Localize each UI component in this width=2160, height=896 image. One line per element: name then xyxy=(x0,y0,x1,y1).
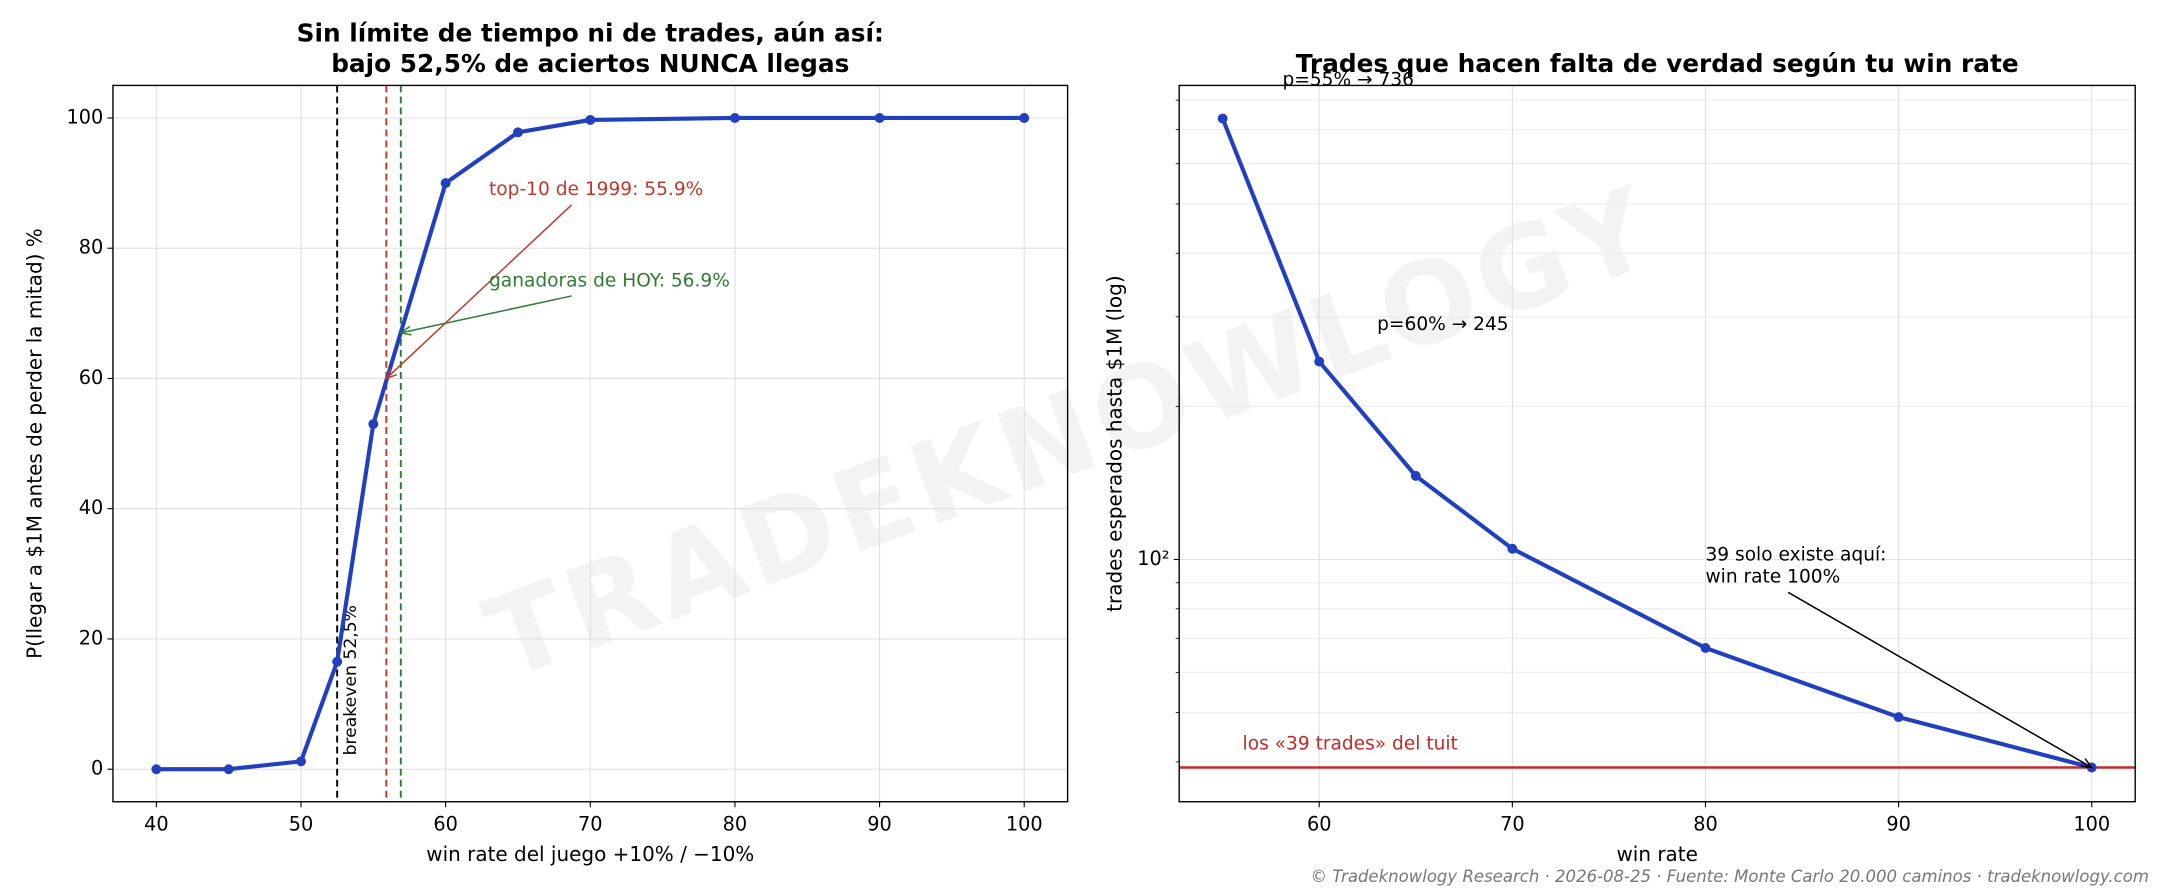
x-tick-label: 50 xyxy=(289,813,314,836)
x-tick-label: 60 xyxy=(433,813,458,836)
data-point xyxy=(151,764,162,775)
data-line xyxy=(1220,117,2093,770)
x-tick-label: 90 xyxy=(867,813,892,836)
axes-frame xyxy=(1178,84,2136,803)
data-point xyxy=(1314,356,1325,367)
annotation: ganadoras de HOY: 56.9% xyxy=(489,270,730,291)
x-tick-label: 80 xyxy=(723,813,748,836)
data-point xyxy=(729,113,740,123)
data-point xyxy=(1019,113,1030,123)
data-point xyxy=(368,419,379,430)
x-tick-label: 70 xyxy=(578,813,603,836)
x-tick-label: 100 xyxy=(1006,813,1043,836)
arrow-head xyxy=(384,368,397,380)
data-point xyxy=(874,113,885,123)
annotation: top-10 de 1999: 55.9% xyxy=(489,179,703,200)
chart-title: bajo 52,5% de aciertos NUNCA llegas xyxy=(331,49,849,78)
chart-title: Sin límite de tiempo ni de trades, aún a… xyxy=(297,18,884,47)
x-tick-label: 40 xyxy=(144,813,169,836)
data-point xyxy=(585,114,596,125)
y-tick-label: 0 xyxy=(91,757,103,780)
y-tick-label: 20 xyxy=(79,626,104,649)
footer: © Tradeknowlogy Research · 2026-08-25 · … xyxy=(1310,867,2149,886)
annotation-arrow xyxy=(1787,591,2093,769)
x-axis-label: win rate xyxy=(1616,842,1697,866)
data-point xyxy=(223,764,234,775)
annotation: p=60% → 245 xyxy=(1377,314,1509,335)
data-point xyxy=(296,756,306,767)
y-tick-label: 10² xyxy=(1137,547,1169,570)
arrow-head xyxy=(398,325,412,336)
arrow-head xyxy=(2080,758,2094,769)
data-point xyxy=(1217,113,1228,124)
watermark: TRADEKNOWLOGY xyxy=(470,160,1673,706)
reference-label: breakeven 52,5% xyxy=(341,605,361,755)
reference-label: los «39 trades» del tuit xyxy=(1243,734,1458,755)
chart-title: Trades que hacen falta de verdad según t… xyxy=(1296,49,2019,78)
annotation: win rate 100% xyxy=(1705,567,1840,588)
x-axis-label: win rate del juego +10% / −10% xyxy=(426,842,754,866)
y-tick-label: 40 xyxy=(79,496,104,519)
y-tick-label: 100 xyxy=(67,105,104,128)
data-point xyxy=(1700,643,1711,653)
x-tick-label: 80 xyxy=(1693,813,1718,836)
annotation: 39 solo existe aquí: xyxy=(1705,545,1886,566)
axes-frame xyxy=(112,84,1069,803)
x-tick-label: 100 xyxy=(2073,813,2110,836)
x-tick-label: 90 xyxy=(1886,813,1911,836)
y-axis-label: trades esperados hasta $1M (log) xyxy=(1102,275,1126,611)
data-point xyxy=(332,656,343,667)
annotation-arrow xyxy=(385,204,573,380)
data-point xyxy=(1507,543,1518,554)
x-tick-label: 70 xyxy=(1500,813,1525,836)
y-tick-label: 60 xyxy=(79,366,104,389)
data-point xyxy=(440,178,451,189)
y-axis-label: P(llegar a $1M antes de perder la mitad)… xyxy=(22,228,46,659)
data-point xyxy=(513,127,523,138)
annotation-arrow xyxy=(400,295,572,334)
data-point xyxy=(1410,470,1421,481)
x-tick-label: 60 xyxy=(1307,813,1332,836)
data-point xyxy=(1893,712,1904,723)
y-tick-label: 80 xyxy=(79,236,104,259)
